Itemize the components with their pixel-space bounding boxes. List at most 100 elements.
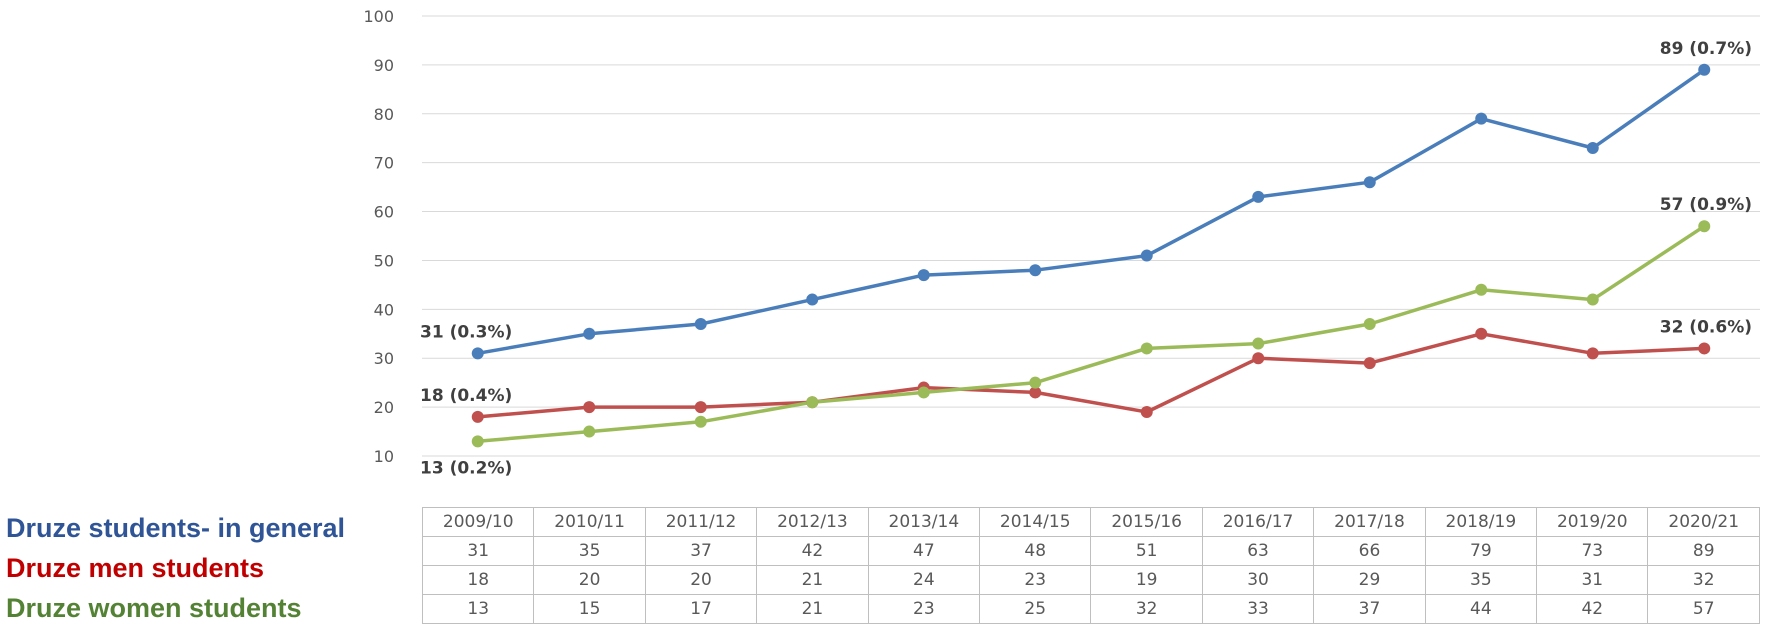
- table-row-women: 13 15 17 21 23 25 32 33 37 44 42 57: [421, 594, 1760, 624]
- series-line-0: [477, 68, 1706, 356]
- table-cell: 2011/12: [644, 507, 758, 537]
- table-cell: 23: [979, 565, 1092, 595]
- data-point: [694, 415, 707, 428]
- data-labels: 31 (0.3%) 89 (0.7%) 18 (0.4%) 32 (0.6%) 13 (…: [420, 39, 1752, 479]
- data-point: [806, 396, 819, 409]
- data-point: [694, 401, 707, 414]
- data-point: [917, 386, 930, 399]
- table-cell: 2013/14: [867, 507, 981, 537]
- data-label: 13 (0.2%): [420, 458, 512, 478]
- data-table: 2009/10 2010/11 2011/12 2012/13 2013/14 2014/…: [421, 507, 1760, 624]
- series-line-2: [477, 224, 1706, 444]
- table-cell: 30: [1201, 565, 1315, 595]
- data-point: [1698, 342, 1711, 355]
- table-cell: 48: [979, 536, 1092, 566]
- y-tick-label: 100: [363, 7, 394, 26]
- table-cell: 2019/20: [1536, 507, 1649, 537]
- data-point: [1586, 142, 1599, 154]
- table-cell: 15: [533, 594, 646, 624]
- data-point: [1475, 283, 1488, 296]
- data-point: [1363, 318, 1376, 330]
- table-row-general: 31 35 37 42 47 48 51 63 66 79 73 89: [421, 536, 1760, 566]
- table-cell: 21: [756, 594, 869, 624]
- table-cell: 31: [421, 536, 535, 566]
- line-chart: 10 20 30 40 50 60 70 80 90 100 31 (0.3%) 89 (0.7%)…: [363, 7, 1760, 479]
- data-point: [583, 401, 596, 414]
- y-tick-label: 50: [374, 251, 394, 270]
- data-point: [1140, 249, 1153, 262]
- data-point: [917, 269, 930, 282]
- data-point: [583, 425, 596, 438]
- data-point: [1029, 386, 1042, 399]
- y-tick-label: 90: [374, 56, 394, 75]
- y-tick-label: 20: [374, 398, 394, 417]
- table-cell: 20: [533, 565, 646, 595]
- table-cell: 66: [1313, 536, 1426, 566]
- table-cell: 73: [1536, 536, 1649, 566]
- data-point: [694, 318, 707, 330]
- table-cell: 2018/19: [1424, 507, 1538, 537]
- table-cell: 89: [1647, 536, 1760, 566]
- data-label: 32 (0.6%): [1660, 317, 1752, 337]
- data-point: [1586, 293, 1599, 306]
- table-cell: 2009/10: [421, 507, 535, 537]
- data-label: 57 (0.9%): [1660, 195, 1752, 215]
- table-row-men: 18 20 20 21 24 23 19 30 29 35 31 32: [421, 565, 1760, 595]
- table-cell: 2015/16: [1090, 507, 1203, 537]
- data-point: [1252, 337, 1265, 350]
- data-point: [1029, 264, 1042, 277]
- table-cell: 29: [1313, 565, 1426, 595]
- data-point: [1586, 347, 1599, 360]
- y-tick-label: 60: [374, 203, 394, 222]
- table-cell: 35: [533, 536, 646, 566]
- table-cell: 2016/17: [1201, 507, 1315, 537]
- y-tick-label: 70: [374, 154, 394, 173]
- table-cell: 17: [644, 594, 758, 624]
- data-label: 31 (0.3%): [420, 322, 512, 342]
- table-cell: 32: [1090, 594, 1203, 624]
- table-cell: 42: [1536, 594, 1649, 624]
- table-cell: 23: [867, 594, 981, 624]
- table-cell: 51: [1090, 536, 1203, 566]
- y-tick-label: 30: [374, 349, 394, 368]
- y-tick-label: 80: [374, 105, 394, 124]
- data-label: 18 (0.4%): [420, 386, 512, 406]
- table-cell: 35: [1424, 565, 1538, 595]
- series-points: [471, 63, 1711, 448]
- table-cell: 2017/18: [1313, 507, 1426, 537]
- data-label: 89 (0.7%): [1660, 39, 1752, 59]
- table-cell: 33: [1201, 594, 1315, 624]
- gridlines: [422, 15, 1760, 457]
- table-cell: 25: [979, 594, 1092, 624]
- data-point: [1698, 220, 1711, 233]
- y-axis-ticks: 10 20 30 40 50 60 70 80 90 100: [363, 7, 394, 466]
- table-cell: 2010/11: [533, 507, 646, 537]
- table-cell: 42: [756, 536, 869, 566]
- data-point: [1140, 406, 1153, 418]
- data-point: [1698, 63, 1711, 76]
- data-point: [1252, 352, 1265, 365]
- table-cell: 57: [1647, 594, 1760, 624]
- data-point: [471, 410, 484, 423]
- legend-women: Druze women students: [6, 593, 302, 623]
- data-point: [1252, 190, 1265, 203]
- table-cell: 21: [756, 565, 869, 595]
- data-point: [1363, 357, 1376, 370]
- table-cell: 44: [1424, 594, 1538, 624]
- table-cell: 2014/15: [979, 507, 1092, 537]
- data-point: [471, 435, 484, 448]
- data-point: [806, 293, 819, 306]
- table-cell: 63: [1201, 536, 1315, 566]
- data-point: [1029, 376, 1042, 389]
- data-point: [1140, 342, 1153, 355]
- table-cell: 19: [1090, 565, 1203, 595]
- table-cell: 2012/13: [756, 507, 869, 537]
- series-line-1: [477, 332, 1705, 419]
- y-tick-label: 40: [374, 300, 394, 319]
- table-cell: 18: [421, 565, 535, 595]
- legend-general: Druze students- in general: [6, 513, 346, 543]
- table-cell: 79: [1424, 536, 1538, 566]
- table-cell: 31: [1536, 565, 1649, 595]
- data-point: [1475, 327, 1488, 340]
- y-tick-label: 10: [374, 447, 394, 466]
